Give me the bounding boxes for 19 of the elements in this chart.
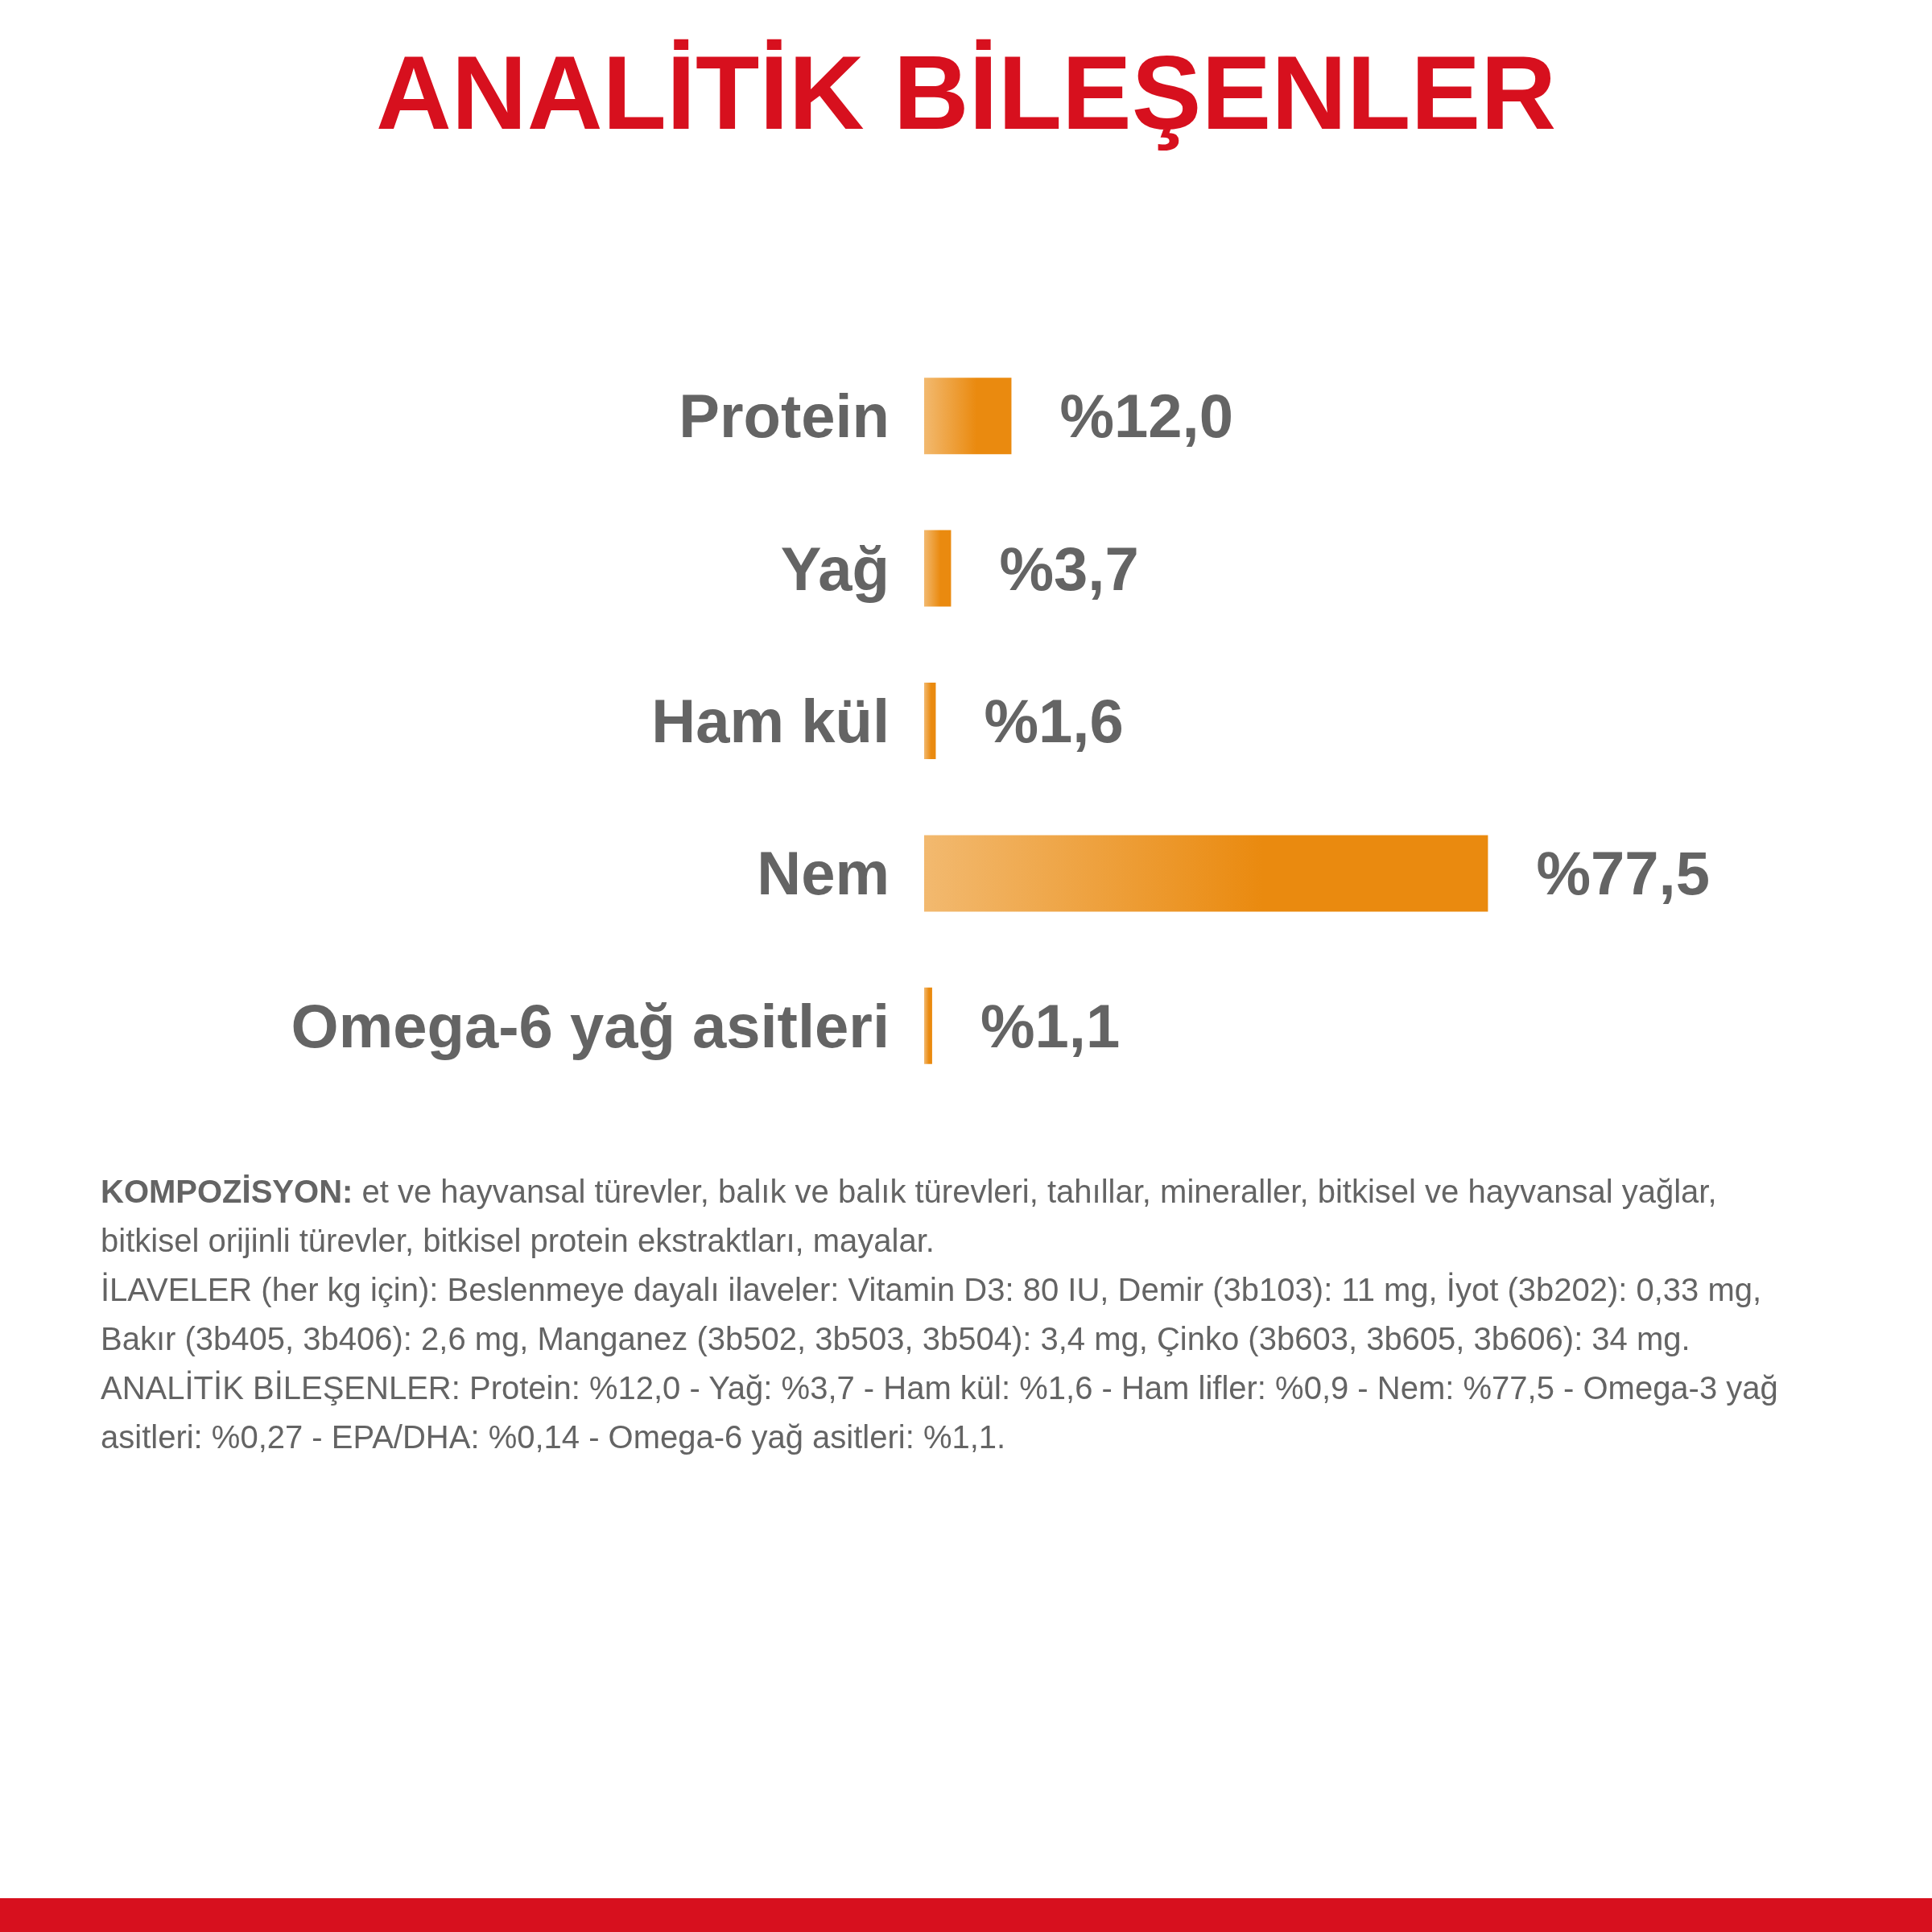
bar [924,835,1488,912]
y-tick-label: Omega-6 yağ asitleri [291,991,890,1060]
bar [924,987,932,1064]
chart-title: ANALİTİK BİLEŞENLER [375,34,1557,151]
text: İLAVELER (her kg için): Beslenmeye dayalı ilaveler: Vitamin D3: 80 IU, Demir (3b103): 11 mg, İyot (3b202): 0,33 mg, Bakır (3b405, 3b406): 2,6 mg, Manganez (3b502, 3b503, 3b504): 3,4 mg, Çinko (3b603, 3b605, 3b606): 34 mg. [101,1271,1763,1358]
y-tick-label: Protein [679,382,890,451]
y-tick-label: Ham kül [651,687,890,755]
bar [924,683,936,759]
data-label: %12,0 [1059,382,1233,451]
text: KOMPOZİSYON: et ve hayvansal türevler, balık ve balık türevleri, tahıllar, mineraller, bitkisel ve hayvansal yağlar, bitkisel orijinli türevler, bitkisel protein ekstraktları, mayalar. [101,1173,1718,1260]
text: ANALİTİK BİLEŞENLER: Protein: %12,0 - Yağ: %3,7 - Ham kül: %1,6 - Ham lifler: %0,9 - Nem: %77,5 - Omega-3 yağ asitleri: %0,27 - EPA/DHA: %0,14 - Omega-6 yağ asitleri: %1,1. [101,1369,1779,1456]
data-label: %1,1 [980,991,1121,1060]
y-tick-label: Yağ [780,534,890,603]
y-tick-label: Nem [757,839,890,908]
data-label: %77,5 [1536,839,1710,908]
bar [924,530,952,607]
bar [924,378,1012,455]
data-label: %1,6 [984,687,1124,755]
data-label: %3,7 [999,534,1139,603]
